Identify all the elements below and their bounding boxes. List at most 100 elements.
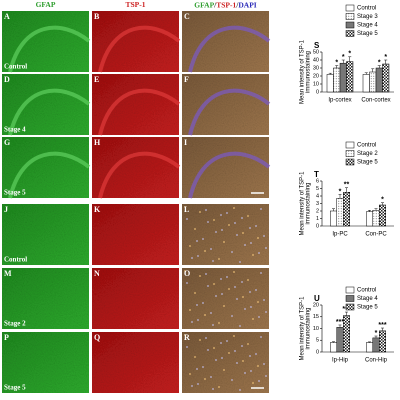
nucleus (247, 343, 249, 345)
nucleus (257, 301, 259, 303)
nucleus (189, 245, 191, 247)
column-header: GFAP/TSP-1/DAPI (194, 0, 256, 9)
nucleus (189, 373, 191, 375)
bar (372, 337, 380, 353)
nucleus (247, 279, 249, 281)
nucleus (215, 359, 217, 361)
nucleus (263, 363, 265, 365)
nucleus (252, 382, 254, 384)
panel-letter: D (4, 75, 10, 84)
nucleus (186, 282, 188, 284)
significance: * (335, 59, 338, 66)
legend-label: Control (357, 288, 376, 294)
nucleus (250, 242, 252, 244)
y-tick-label: 3 (316, 201, 319, 207)
nucleus (239, 389, 241, 391)
legend-swatch (345, 158, 355, 166)
legend-swatch (345, 21, 355, 29)
nucleus (202, 238, 204, 240)
nucleus (186, 218, 188, 220)
panel-letter: N (94, 269, 100, 278)
nucleus (210, 248, 212, 250)
bar (382, 63, 390, 93)
tissue-band (188, 151, 271, 199)
legend-label: Control (357, 6, 376, 12)
tissue-band (98, 151, 181, 199)
nucleus (207, 285, 209, 287)
nucleus (234, 286, 236, 288)
nucleus (265, 247, 267, 249)
nucleus (197, 255, 199, 257)
significance: *** (336, 319, 344, 326)
bar (375, 67, 383, 93)
row-label: Stage 4 (4, 126, 26, 134)
column-header: TSP-1 (125, 0, 145, 9)
row-label: Stage 5 (4, 384, 26, 392)
nucleus (250, 306, 252, 308)
significance: *** (378, 322, 386, 329)
row-label: Control (4, 63, 27, 71)
micrograph (92, 11, 179, 72)
nucleus (249, 355, 251, 357)
legend-swatch (345, 13, 355, 20)
nucleus (226, 340, 228, 342)
y-axis-label: Mean intensity of TSP-1 (300, 39, 306, 104)
nucleus (207, 349, 209, 351)
nucleus (241, 281, 243, 283)
nucleus (258, 316, 260, 318)
nucleus (260, 272, 262, 274)
nucleus (218, 322, 220, 324)
legend-label: Stage 5 (357, 305, 378, 311)
chart-letter: T (314, 170, 319, 179)
panel-letter: K (94, 205, 101, 214)
nucleus (215, 231, 217, 233)
bar (362, 74, 370, 93)
bar (346, 61, 354, 93)
significance: * (378, 59, 381, 66)
nucleus (223, 241, 225, 243)
legend-swatch (345, 150, 355, 157)
nucleus (213, 347, 215, 349)
nucleus (257, 237, 259, 239)
nucleus (196, 240, 198, 242)
y-tick-label: 10 (313, 81, 319, 87)
nucleus (255, 225, 257, 227)
micrograph (182, 11, 269, 72)
y-tick-label: 20 (313, 73, 319, 79)
micrograph (182, 204, 269, 265)
significance: * (342, 54, 345, 61)
header-part: DAPI (238, 0, 256, 9)
bar (336, 198, 344, 227)
nucleus (255, 353, 257, 355)
nucleus (220, 278, 222, 280)
legend-label: Stage 2 (357, 151, 378, 157)
nucleus (226, 276, 228, 278)
micrograph (2, 204, 89, 265)
panel-letter: G (4, 138, 10, 147)
bar (366, 342, 373, 353)
bar (339, 62, 347, 93)
tissue-band (8, 25, 91, 73)
y-axis-label: Mean intensity of TSP-1 (300, 171, 306, 236)
panel-letter: E (94, 75, 99, 84)
bar (333, 67, 341, 93)
x-tick-label: Con-PC (365, 232, 387, 238)
nucleus (199, 275, 201, 277)
nucleus (210, 376, 212, 378)
x-tick-label: Ip-cortex (328, 98, 351, 104)
significance: * (339, 188, 342, 195)
micrograph (92, 137, 179, 198)
micrograph (182, 268, 269, 329)
panel-letter: M (4, 269, 12, 278)
bar (372, 210, 380, 227)
panel-letter: J (4, 205, 8, 214)
y-tick-label: 5 (316, 338, 319, 344)
tissue-band (8, 151, 91, 199)
legend-label: Control (357, 143, 376, 149)
row-label: Stage 2 (4, 320, 26, 328)
legend-swatch (345, 141, 355, 149)
nucleus (212, 388, 214, 390)
panel-letter: O (184, 269, 190, 278)
nucleus (202, 302, 204, 304)
